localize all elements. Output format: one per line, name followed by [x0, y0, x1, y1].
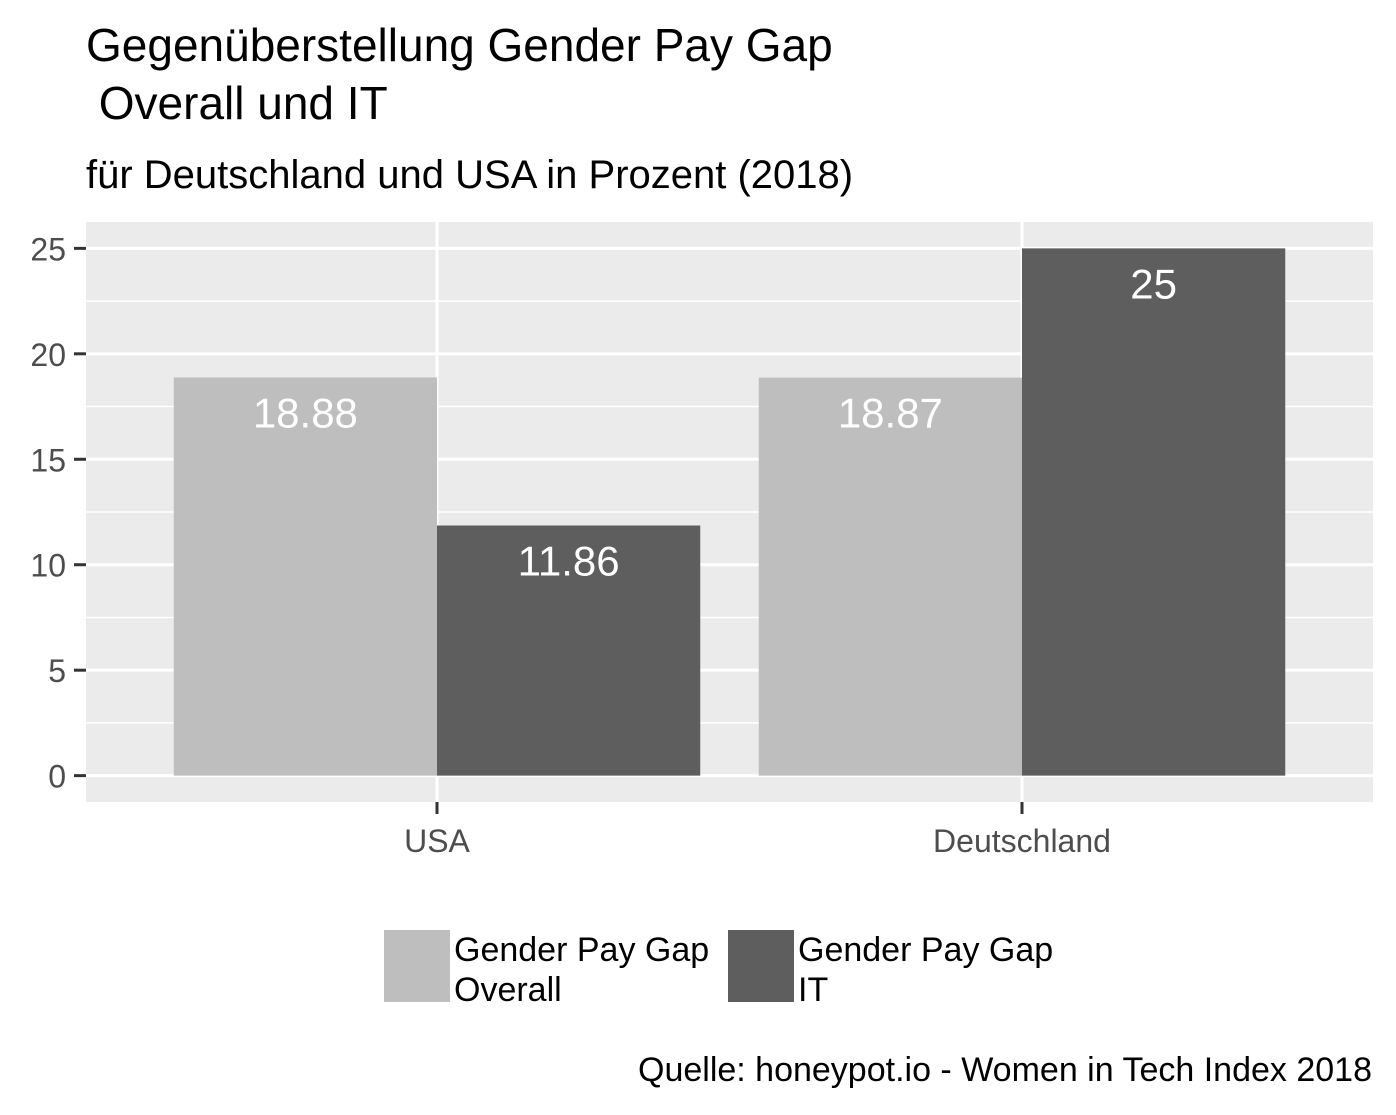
bar [1022, 248, 1286, 776]
y-tick-label: 20 [30, 337, 66, 373]
legend-item-overall: Gender Pay Gap Overall [384, 930, 724, 1010]
legend-label-it: Gender Pay Gap IT [798, 930, 1068, 1010]
legend-key-overall [384, 930, 450, 1002]
bar [758, 377, 1022, 776]
legend-label-overall: Gender Pay Gap Overall [454, 930, 724, 1010]
y-tick-label: 5 [48, 653, 66, 689]
legend-item-it: Gender Pay Gap IT [728, 930, 1068, 1010]
legend: Gender Pay Gap Overall Gender Pay Gap IT [384, 930, 1072, 1010]
legend-label-overall-line-2: Overall [454, 971, 562, 1009]
legend-label-it-line-1: Gender Pay Gap [798, 931, 1054, 969]
chart-title: Gegenüberstellung Gender Pay Gap Overall… [86, 16, 833, 132]
chart-title-line-2: Overall und IT [86, 77, 388, 129]
x-tick-label: USA [404, 823, 470, 859]
legend-label-overall-line-1: Gender Pay Gap [454, 931, 710, 969]
data-label: 25 [1130, 260, 1177, 307]
y-tick-label: 10 [30, 548, 66, 584]
chart-title-line-1: Gegenüberstellung Gender Pay Gap [86, 19, 833, 71]
x-tick-label: Deutschland [933, 823, 1111, 859]
y-tick-label: 15 [30, 442, 66, 478]
legend-key-it [728, 930, 794, 1002]
data-label: 18.87 [838, 390, 943, 437]
legend-label-it-line-2: IT [798, 971, 829, 1009]
source-caption: Quelle: honeypot.io - Women in Tech Inde… [638, 1051, 1372, 1089]
data-label: 18.88 [253, 389, 358, 436]
bar [173, 377, 437, 776]
y-tick-label: 25 [30, 231, 66, 267]
chart-subtitle: für Deutschland und USA in Prozent (2018… [86, 153, 854, 197]
data-label: 11.86 [518, 537, 620, 584]
bar [437, 525, 701, 776]
y-tick-label: 0 [48, 759, 66, 795]
